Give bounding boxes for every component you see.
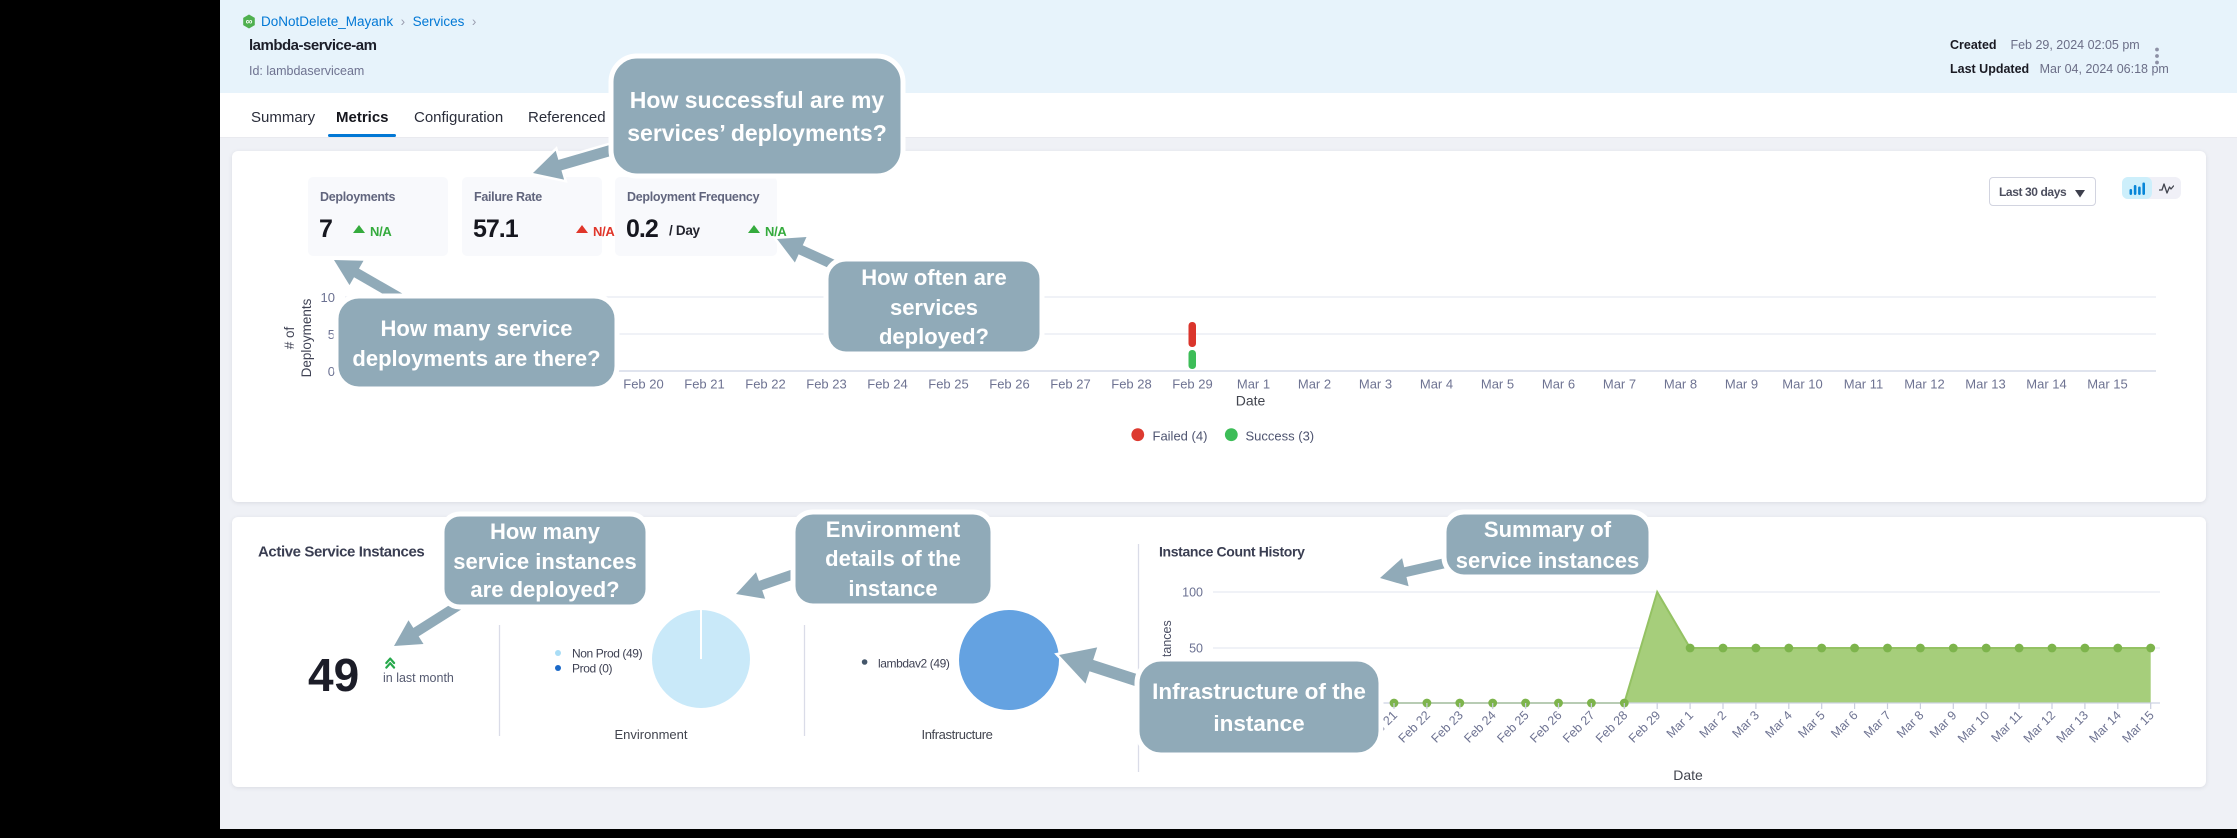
svg-text:Infrastructure: Infrastructure	[922, 727, 993, 742]
svg-text:49: 49	[308, 649, 359, 701]
svg-text:Feb 29: Feb 29	[1172, 377, 1212, 392]
svg-text:Mar 13: Mar 13	[1965, 377, 2005, 392]
svg-text:Feb 28: Feb 28	[1111, 377, 1151, 392]
svg-text:How often are: How often are	[861, 265, 1006, 290]
svg-text:Mar 6: Mar 6	[1542, 377, 1575, 392]
svg-text:Non Prod (49): Non Prod (49)	[572, 647, 643, 661]
svg-text:Mar 9: Mar 9	[1725, 377, 1758, 392]
svg-text:0: 0	[328, 364, 335, 379]
svg-text:Environment: Environment	[826, 517, 961, 542]
svg-text:Feb 26: Feb 26	[989, 377, 1029, 392]
svg-text:services’ deployments?: services’ deployments?	[627, 120, 887, 146]
svg-text:How many: How many	[490, 519, 601, 544]
svg-text:10: 10	[321, 290, 335, 305]
svg-text:Mar 12: Mar 12	[1904, 377, 1944, 392]
svg-text:Active Service Instances: Active Service Instances	[258, 544, 424, 561]
svg-text:instance: instance	[1213, 711, 1304, 736]
svg-text:deployed?: deployed?	[879, 324, 989, 349]
svg-text:Feb 22: Feb 22	[745, 377, 785, 392]
svg-text:service instances: service instances	[453, 549, 636, 574]
svg-text:Mar 1: Mar 1	[1237, 377, 1270, 392]
svg-text:services: services	[890, 295, 978, 320]
svg-text:instance: instance	[848, 576, 937, 601]
svg-text:Feb 24: Feb 24	[867, 377, 907, 392]
svg-text:in last month: in last month	[383, 671, 454, 685]
svg-text:are deployed?: are deployed?	[470, 577, 619, 602]
svg-text:Mar 11: Mar 11	[1844, 377, 1884, 392]
svg-text:Mar 2: Mar 2	[1298, 377, 1331, 392]
svg-text:Mar 4: Mar 4	[1420, 377, 1453, 392]
svg-text:details of the: details of the	[825, 546, 961, 571]
svg-text:Summary of: Summary of	[1484, 517, 1612, 542]
svg-text:Mar 14: Mar 14	[2026, 377, 2066, 392]
svg-text:Mar 7: Mar 7	[1603, 377, 1636, 392]
svg-text:Environment: Environment	[615, 727, 688, 742]
svg-text:deployments are there?: deployments are there?	[352, 346, 600, 371]
svg-text:How successful are my: How successful are my	[630, 87, 885, 113]
svg-text:# of: # of	[282, 326, 297, 349]
svg-text:Failed (4): Failed (4)	[1153, 429, 1208, 444]
svg-text:Deployments: Deployments	[299, 298, 314, 377]
svg-text:Mar 3: Mar 3	[1359, 377, 1392, 392]
svg-text:Feb 27: Feb 27	[1050, 377, 1090, 392]
svg-text:Date: Date	[1236, 393, 1266, 409]
svg-text:Instance Count History: Instance Count History	[1159, 544, 1305, 560]
svg-text:100: 100	[1182, 586, 1203, 600]
svg-text:lambdav2 (49): lambdav2 (49)	[878, 657, 950, 671]
svg-text:50: 50	[1189, 642, 1203, 656]
svg-text:Mar 5: Mar 5	[1481, 377, 1514, 392]
svg-text:How many service: How many service	[381, 316, 573, 341]
svg-text:Feb 21: Feb 21	[684, 377, 724, 392]
svg-text:Feb 23: Feb 23	[806, 377, 846, 392]
svg-text:Date: Date	[1673, 767, 1703, 783]
svg-text:Mar 10: Mar 10	[1782, 377, 1822, 392]
svg-text:Prod (0): Prod (0)	[572, 662, 613, 676]
svg-text:Feb 25: Feb 25	[928, 377, 968, 392]
svg-text:Success (3): Success (3)	[1246, 429, 1315, 444]
svg-text:Mar 8: Mar 8	[1664, 377, 1697, 392]
svg-text:service instances: service instances	[1456, 548, 1639, 573]
svg-text:Mar 15: Mar 15	[2087, 377, 2127, 392]
svg-text:∞: ∞	[246, 17, 253, 28]
svg-text:5: 5	[328, 327, 335, 342]
svg-text:Feb 20: Feb 20	[623, 377, 663, 392]
svg-text:Infrastructure of the: Infrastructure of the	[1152, 679, 1366, 704]
